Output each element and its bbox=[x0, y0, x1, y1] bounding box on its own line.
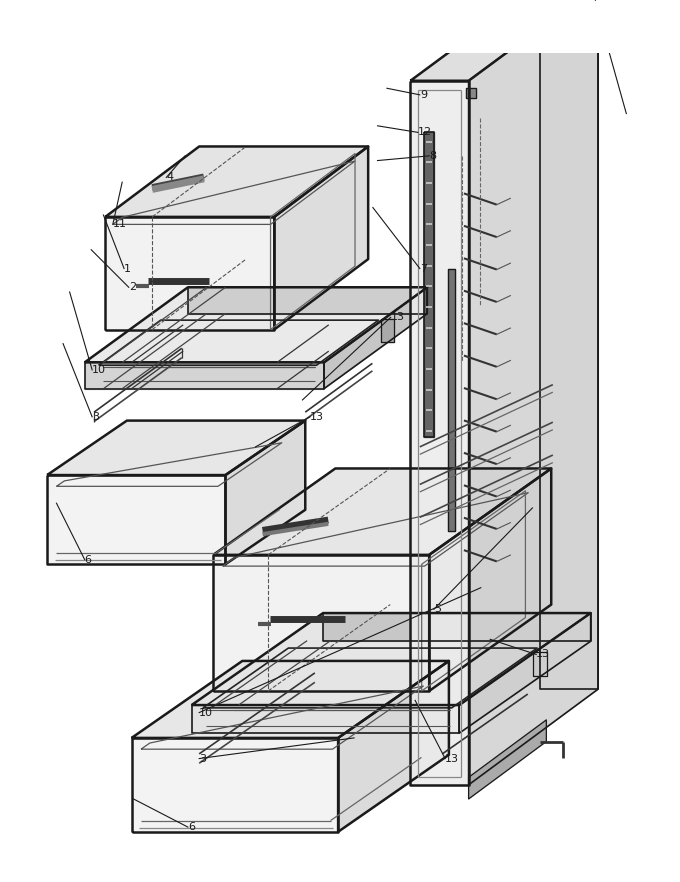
Text: 4: 4 bbox=[167, 173, 173, 183]
Polygon shape bbox=[226, 421, 305, 564]
Polygon shape bbox=[469, 0, 598, 785]
Text: 8: 8 bbox=[429, 151, 437, 161]
Text: 6: 6 bbox=[188, 822, 195, 832]
Text: 13: 13 bbox=[310, 412, 324, 422]
Text: 13: 13 bbox=[391, 312, 405, 322]
Text: 10: 10 bbox=[92, 365, 106, 375]
Text: 5: 5 bbox=[434, 604, 441, 614]
Text: 1: 1 bbox=[124, 264, 131, 273]
Polygon shape bbox=[47, 421, 305, 475]
Text: 12: 12 bbox=[418, 127, 432, 138]
Polygon shape bbox=[214, 468, 551, 555]
Polygon shape bbox=[459, 613, 591, 733]
Polygon shape bbox=[188, 288, 427, 314]
Polygon shape bbox=[533, 652, 547, 676]
Polygon shape bbox=[47, 475, 226, 564]
Polygon shape bbox=[324, 288, 427, 389]
Text: p: p bbox=[594, 0, 600, 1]
Polygon shape bbox=[274, 146, 368, 330]
Polygon shape bbox=[192, 705, 459, 733]
Text: 13: 13 bbox=[445, 753, 459, 764]
Text: 3: 3 bbox=[199, 753, 206, 764]
Polygon shape bbox=[469, 720, 546, 799]
Polygon shape bbox=[214, 555, 429, 691]
Polygon shape bbox=[448, 268, 456, 531]
Polygon shape bbox=[105, 146, 368, 217]
Polygon shape bbox=[192, 613, 591, 705]
Polygon shape bbox=[429, 468, 551, 691]
Text: 2: 2 bbox=[129, 282, 136, 292]
Text: 3: 3 bbox=[92, 412, 99, 422]
Polygon shape bbox=[424, 132, 434, 437]
Polygon shape bbox=[132, 661, 449, 738]
Polygon shape bbox=[411, 0, 598, 81]
Text: 11: 11 bbox=[113, 220, 126, 229]
Polygon shape bbox=[338, 661, 449, 832]
Text: 6: 6 bbox=[84, 555, 92, 564]
Polygon shape bbox=[323, 613, 591, 641]
Polygon shape bbox=[105, 217, 274, 330]
Polygon shape bbox=[381, 319, 394, 341]
Polygon shape bbox=[132, 738, 338, 832]
Polygon shape bbox=[84, 363, 324, 389]
Text: 13: 13 bbox=[537, 649, 550, 660]
Text: 10: 10 bbox=[199, 707, 213, 718]
Polygon shape bbox=[84, 288, 427, 363]
Text: 7: 7 bbox=[420, 264, 427, 273]
Text: 9: 9 bbox=[420, 90, 427, 100]
Polygon shape bbox=[466, 88, 476, 98]
Polygon shape bbox=[411, 81, 469, 785]
Polygon shape bbox=[540, 0, 598, 689]
